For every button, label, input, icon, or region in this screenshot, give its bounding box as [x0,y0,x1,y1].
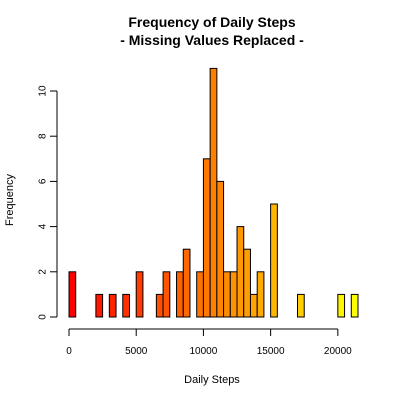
x-tick-label: 15000 [257,346,285,357]
chart-title: Frequency of Daily Steps [128,14,295,30]
histogram-bar [209,67,218,318]
histogram-bar [270,203,278,318]
histogram-bar [122,293,130,318]
histogram-bar [182,248,191,318]
x-tick-label: 10000 [190,346,218,357]
histogram-bar [337,293,346,318]
histogram-bar [236,226,245,318]
histogram-bar [176,271,184,318]
y-tick-label: 2 [38,269,49,275]
histogram-bar [68,271,77,318]
y-axis-label: Frequency [4,174,16,226]
histogram-bar [135,271,144,318]
histogram-bar [108,293,117,318]
x-tick-label: 0 [66,346,72,357]
histogram-bar [223,271,231,318]
x-tick-label: 20000 [324,346,352,357]
x-axis: 0 5000 10000 15000 20000 [66,328,352,357]
x-axis-label: Daily Steps [184,374,240,386]
y-axis: 0 2 4 6 8 10 [38,85,58,320]
histogram-bar [155,293,164,318]
histogram-bar [196,271,204,318]
y-tick-label: 8 [38,133,49,139]
histogram-bar [216,180,225,318]
bars-group [68,67,359,318]
histogram-bar [249,293,258,318]
histogram-bar [95,293,104,318]
y-tick-label: 4 [38,223,49,229]
histogram-bar [256,271,265,318]
y-tick-label: 0 [38,314,49,320]
histogram-bar [162,271,171,318]
histogram-bar [202,158,211,318]
histogram-bar [243,248,251,318]
x-tick-label: 5000 [125,346,148,357]
chart-subtitle: - Missing Values Replaced - [120,32,304,48]
histogram-bar [297,293,305,318]
y-tick-label: 6 [38,178,49,184]
histogram-bar [229,271,238,318]
y-tick-label: 10 [38,85,49,97]
histogram-bar [350,293,359,318]
